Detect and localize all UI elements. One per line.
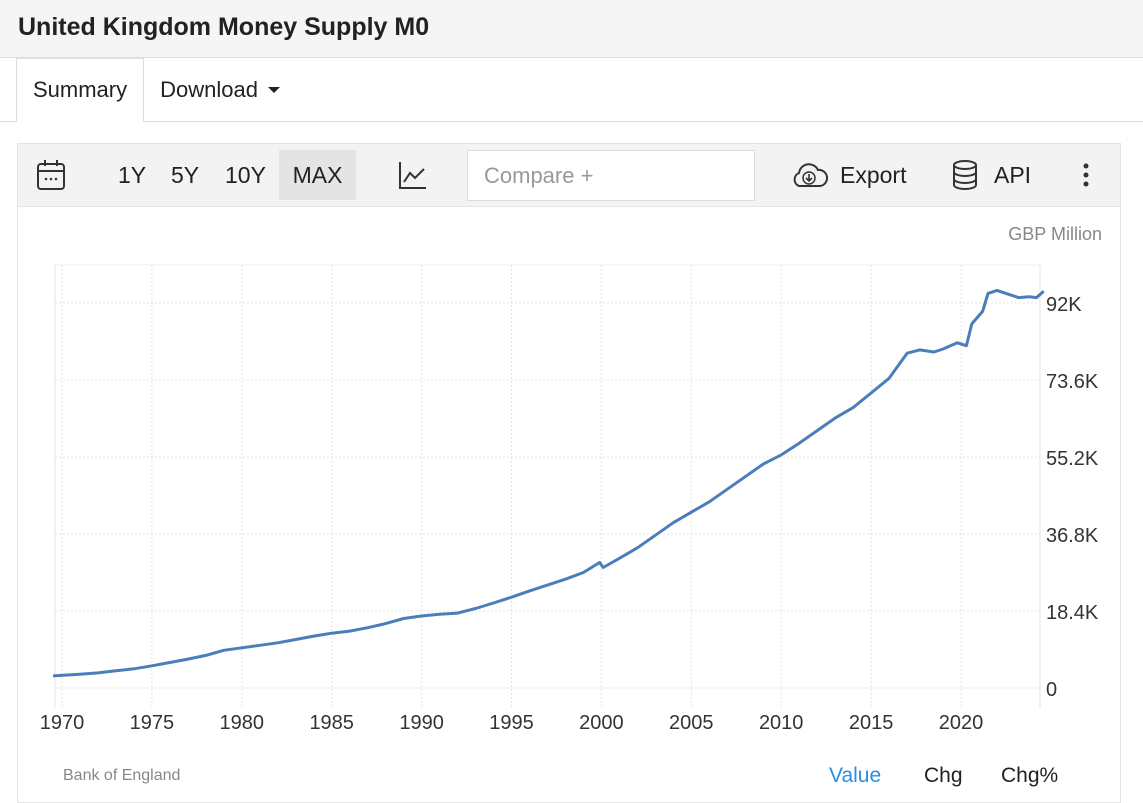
export-label: Export [840,161,907,188]
tab-download[interactable]: Download [144,58,296,122]
api-label: API [994,161,1032,188]
compare-input[interactable]: Compare + [467,150,755,201]
line-chart-icon[interactable] [398,144,428,206]
export-button[interactable]: Export [790,144,906,206]
range-1y-button[interactable]: 1Y [118,161,147,188]
api-button[interactable]: API [951,144,1031,206]
page-header: United Kingdom Money Supply M0 [0,0,1143,58]
cloud-download-icon [793,163,828,187]
chart-panel: 1Y 5Y 10Y MAX Compare + Export API GBP M… [17,143,1121,803]
caret-down-icon [267,87,280,93]
tab-bar: Summary Download [0,58,1143,122]
more-vertical-icon[interactable] [1082,144,1090,206]
range-10y-button[interactable]: 10Y [225,161,266,188]
page-title: United Kingdom Money Supply M0 [18,13,430,41]
chart-toolbar: 1Y 5Y 10Y MAX Compare + Export API [18,144,1120,207]
range-5y-button[interactable]: 5Y [171,161,200,188]
view-chg-pct-tab[interactable]: Chg% [1001,764,1059,787]
range-max-button[interactable]: MAX [279,150,356,200]
database-icon [953,160,977,190]
unit-label: GBP Million [1008,224,1102,244]
view-chg-tab[interactable]: Chg [924,764,963,787]
source-label: Bank of England [63,767,181,784]
view-value-tab[interactable]: Value [829,764,882,787]
tab-download-label: Download [160,77,258,102]
calendar-icon[interactable] [36,144,66,206]
tab-summary[interactable]: Summary [16,58,145,122]
